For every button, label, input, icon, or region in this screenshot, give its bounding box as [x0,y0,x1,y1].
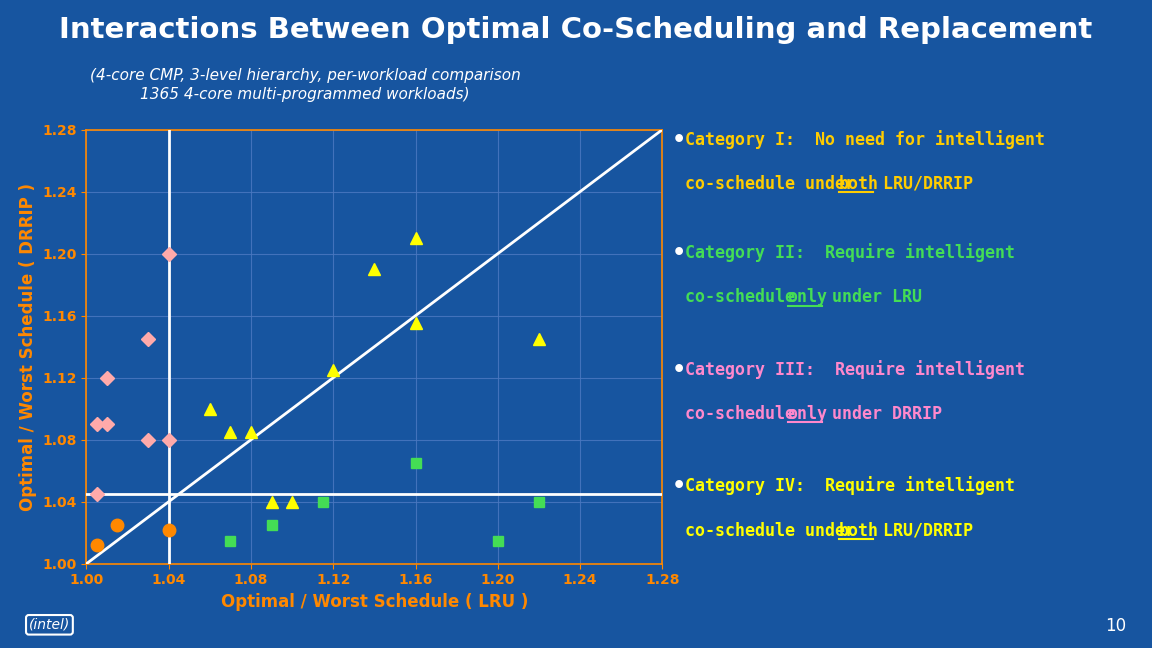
X-axis label: Optimal / Worst Schedule ( LRU ): Optimal / Worst Schedule ( LRU ) [221,593,528,611]
Text: Category I:  No need for intelligent: Category I: No need for intelligent [685,130,1046,148]
Text: LRU/DRRIP: LRU/DRRIP [873,175,973,193]
Text: co-schedule: co-schedule [685,405,805,423]
Text: under LRU: under LRU [821,288,922,307]
Text: 10: 10 [1106,617,1127,635]
Text: only: only [788,405,828,423]
Text: co-schedule under: co-schedule under [685,522,865,540]
Text: •: • [672,360,685,380]
Text: only: only [788,288,828,307]
Text: (intel): (intel) [29,618,70,632]
Y-axis label: Optimal / Worst Schedule ( DRRIP ): Optimal / Worst Schedule ( DRRIP ) [18,183,37,511]
Text: Category II:  Require intelligent: Category II: Require intelligent [685,243,1015,262]
Text: Interactions Between Optimal Co-Scheduling and Replacement: Interactions Between Optimal Co-Scheduli… [60,16,1092,44]
Text: co-schedule: co-schedule [685,288,805,307]
Text: under DRRIP: under DRRIP [821,405,942,423]
Text: both: both [839,522,879,540]
Text: •: • [672,130,685,150]
Text: Category IV:  Require intelligent: Category IV: Require intelligent [685,476,1015,495]
Text: (4-core CMP, 3-level hierarchy, per-workload comparison: (4-core CMP, 3-level hierarchy, per-work… [90,68,521,83]
Text: •: • [672,243,685,263]
Text: LRU/DRRIP: LRU/DRRIP [873,522,973,540]
Text: 1365 4-core multi-programmed workloads): 1365 4-core multi-programmed workloads) [141,87,470,102]
Text: Category III:  Require intelligent: Category III: Require intelligent [685,360,1025,378]
Text: both: both [839,175,879,193]
Text: •: • [672,476,685,496]
Text: co-schedule under: co-schedule under [685,175,865,193]
